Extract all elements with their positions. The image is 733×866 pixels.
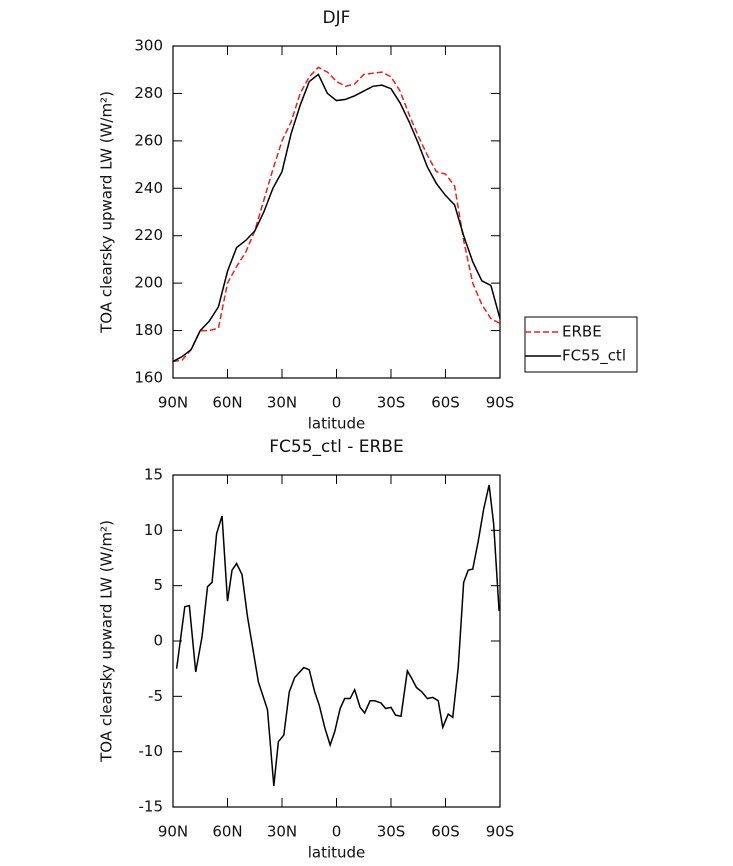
y-tick-label: 10 <box>144 521 163 539</box>
x-tick-label: 30S <box>377 394 406 412</box>
x-tick-label: 90N <box>158 394 188 412</box>
x-tick-label: 60S <box>431 394 460 412</box>
data-line <box>172 73 501 363</box>
legend-label: ERBE <box>562 323 602 341</box>
y-axis-label: TOA clearsky upward LW (W/m²) <box>98 520 116 763</box>
y-tick-label: 0 <box>153 632 163 650</box>
x-tick-label: 30N <box>267 823 297 841</box>
y-axis-label: TOA clearsky upward LW (W/m²) <box>98 91 116 334</box>
legend-label: FC55_ctl <box>562 347 626 366</box>
plot-frame <box>172 45 501 379</box>
x-tick-label: 60N <box>212 394 242 412</box>
x-tick-label: 0 <box>332 823 342 841</box>
y-tick-label: 15 <box>144 466 163 484</box>
x-axis-label: latitude <box>308 844 366 862</box>
x-tick-label: 60N <box>212 823 242 841</box>
chart-title: DJF <box>323 8 351 28</box>
y-tick-label: 240 <box>134 179 163 197</box>
x-tick-label: 90S <box>486 823 515 841</box>
x-tick-label: 60S <box>431 823 460 841</box>
legend-box <box>524 316 638 373</box>
x-tick-label: 90S <box>486 394 515 412</box>
y-tick-label: -10 <box>139 742 164 760</box>
data-line <box>172 66 501 363</box>
y-tick-label: 300 <box>134 37 163 55</box>
y-tick-label: 280 <box>134 84 163 102</box>
y-tick-label: -15 <box>139 798 164 816</box>
y-tick-label: 260 <box>134 131 163 149</box>
x-tick-label: 0 <box>332 394 342 412</box>
data-line <box>175 484 500 787</box>
y-tick-label: 5 <box>153 576 163 594</box>
chart-title: FC55_ctl - ERBE <box>269 437 403 457</box>
x-axis-label: latitude <box>308 415 366 433</box>
x-tick-label: 30N <box>267 394 297 412</box>
x-tick-label: 30S <box>377 823 406 841</box>
y-tick-label: 180 <box>134 321 163 339</box>
x-tick-label: 90N <box>158 823 188 841</box>
y-tick-label: 160 <box>134 369 163 387</box>
y-tick-label: 200 <box>134 274 163 292</box>
y-tick-label: -5 <box>148 687 163 705</box>
y-tick-label: 220 <box>134 226 163 244</box>
